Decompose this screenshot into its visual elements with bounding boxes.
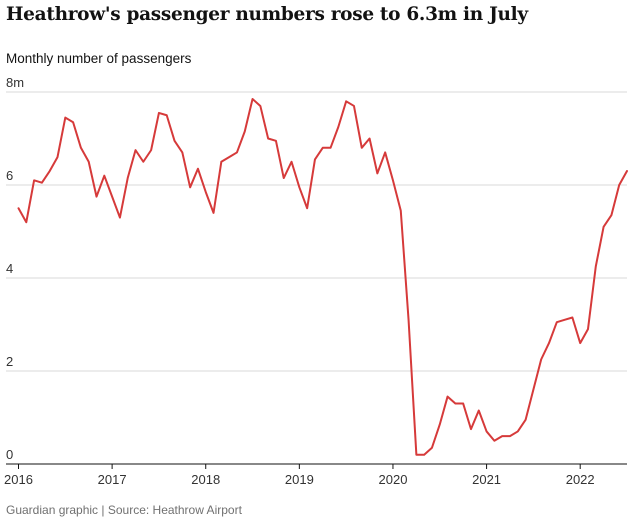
series-line-passengers xyxy=(17,97,628,456)
source-note: Guardian graphic | Source: Heathrow Airp… xyxy=(6,503,242,517)
y-tick-label: 4 xyxy=(6,261,13,276)
x-axis-ticks: 2016 2017 2018 2019 2020 2021 2022 xyxy=(4,464,595,487)
y-tick-label: 2 xyxy=(6,354,13,369)
y-tick-label: 0 xyxy=(6,447,13,462)
x-tick-label: 2016 xyxy=(4,472,33,487)
chart-subtitle: Monthly number of passengers xyxy=(6,51,192,66)
y-axis-ticks: 0 2 4 6 8m xyxy=(6,75,24,462)
y-tick-label: 8m xyxy=(6,75,24,90)
x-tick-label: 2020 xyxy=(379,472,408,487)
line-chart: 0 2 4 6 8m 2016 2017 2018 2019 2020 2021 2022 xyxy=(4,75,628,487)
x-tick-label: 2018 xyxy=(191,472,220,487)
x-tick-label: 2017 xyxy=(98,472,127,487)
x-tick-label: 2021 xyxy=(472,472,501,487)
x-tick-label: 2022 xyxy=(566,472,595,487)
y-tick-label: 6 xyxy=(6,168,13,183)
chart-title: Heathrow's passenger numbers rose to 6.3… xyxy=(6,4,528,25)
gridlines xyxy=(6,91,627,372)
x-tick-label: 2019 xyxy=(285,472,314,487)
